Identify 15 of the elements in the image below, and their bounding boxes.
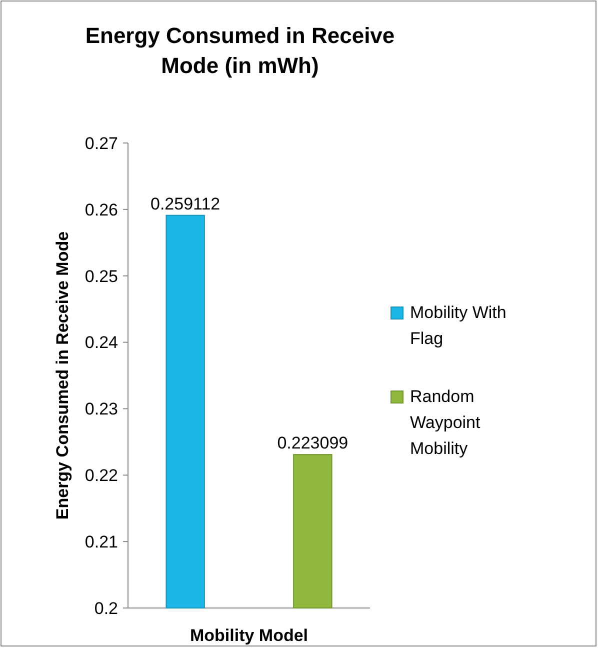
y-tick-label: 0.21 — [84, 532, 118, 552]
chart-title: Energy Consumed in Receive Mode (in mWh) — [85, 23, 395, 78]
legend-label: Mobility With Flag — [410, 303, 506, 348]
data-label: 0.259112 — [150, 194, 220, 214]
y-tick-label: 0.23 — [84, 400, 118, 419]
y-tick-label: 0.2 — [94, 598, 118, 618]
y-tick-label: 0.24 — [84, 333, 118, 352]
data-label: 0.223099 — [277, 434, 348, 453]
y-tick-label: 0.22 — [84, 466, 118, 486]
y-axis-title: Energy Consumed in Receive Mode — [53, 231, 72, 520]
y-tick-label: 0.27 — [84, 134, 118, 153]
x-axis-title: Mobility Model — [190, 626, 308, 645]
y-tick-label: 0.26 — [84, 200, 118, 220]
y-tick-label: 0.25 — [84, 266, 118, 286]
legend-label: Random Waypoint Mobility — [410, 387, 481, 458]
